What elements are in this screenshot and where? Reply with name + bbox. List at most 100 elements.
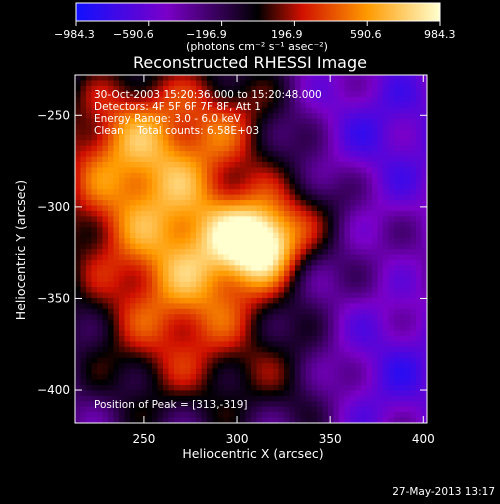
heatmap-cell bbox=[207, 319, 214, 326]
heatmap-cell bbox=[75, 357, 82, 364]
heatmap-cell bbox=[240, 232, 247, 239]
heatmap-cell bbox=[388, 85, 395, 92]
colorbar-unit-label: (photons cm⁻² s⁻¹ asec⁻²) bbox=[186, 40, 328, 53]
heatmap-cell bbox=[361, 297, 368, 304]
heatmap-cell bbox=[405, 80, 412, 87]
heatmap-cell bbox=[80, 292, 87, 299]
heatmap-cell bbox=[168, 406, 175, 413]
heatmap-cell bbox=[289, 96, 296, 103]
heatmap-cell bbox=[119, 390, 126, 397]
heatmap-cell bbox=[399, 238, 406, 245]
heatmap-cell bbox=[97, 189, 104, 196]
heatmap-cell bbox=[152, 123, 159, 130]
heatmap-cell bbox=[344, 91, 351, 98]
heatmap-cell bbox=[113, 80, 120, 87]
heatmap-cell bbox=[328, 357, 335, 364]
heatmap-cell bbox=[372, 297, 379, 304]
heatmap-cell bbox=[251, 314, 258, 321]
heatmap-cell bbox=[245, 189, 252, 196]
heatmap-cell bbox=[113, 249, 120, 256]
heatmap-cell bbox=[146, 123, 153, 130]
heatmap-cell bbox=[317, 118, 324, 125]
heatmap-cell bbox=[91, 172, 98, 179]
heatmap-cell bbox=[157, 287, 164, 294]
heatmap-cell bbox=[333, 145, 340, 152]
heatmap-cell bbox=[388, 412, 395, 419]
heatmap-cell bbox=[262, 352, 269, 359]
heatmap-cell bbox=[179, 172, 186, 179]
heatmap-cell bbox=[141, 395, 148, 402]
heatmap-cell bbox=[86, 96, 93, 103]
heatmap-cell bbox=[146, 368, 153, 375]
heatmap-cell bbox=[366, 412, 373, 419]
heatmap-cell bbox=[377, 352, 384, 359]
heatmap-cell bbox=[278, 287, 285, 294]
heatmap-cell bbox=[355, 107, 362, 114]
heatmap-cell bbox=[157, 183, 164, 190]
heatmap-cell bbox=[174, 281, 181, 288]
heatmap-cell bbox=[262, 287, 269, 294]
heatmap-cell bbox=[328, 178, 335, 185]
heatmap-cell bbox=[97, 276, 104, 283]
heatmap-cell bbox=[168, 129, 175, 136]
heatmap-cell bbox=[317, 406, 324, 413]
heatmap-cell bbox=[190, 401, 197, 408]
heatmap-cell bbox=[339, 384, 346, 391]
heatmap-cell bbox=[75, 297, 82, 304]
heatmap-cell bbox=[388, 123, 395, 130]
heatmap-cell bbox=[295, 308, 302, 315]
heatmap-cell bbox=[333, 363, 340, 370]
heatmap-cell bbox=[102, 357, 109, 364]
heatmap-cell bbox=[124, 151, 131, 158]
heatmap-cell bbox=[278, 91, 285, 98]
heatmap-cell bbox=[245, 96, 252, 103]
heatmap-cell bbox=[190, 379, 197, 386]
heatmap-cell bbox=[317, 254, 324, 261]
heatmap-cell bbox=[113, 384, 120, 391]
heatmap-cell bbox=[108, 254, 115, 261]
heatmap-cell bbox=[278, 183, 285, 190]
heatmap-cell bbox=[218, 384, 225, 391]
heatmap-cell bbox=[157, 330, 164, 337]
heatmap-cell bbox=[234, 254, 241, 261]
heatmap-cell bbox=[102, 395, 109, 402]
heatmap-cell bbox=[300, 221, 307, 228]
heatmap-cell bbox=[383, 178, 390, 185]
heatmap-cell bbox=[416, 287, 423, 294]
heatmap-cell bbox=[416, 254, 423, 261]
heatmap-cell bbox=[102, 85, 109, 92]
heatmap-cell bbox=[113, 412, 120, 419]
heatmap-cell bbox=[207, 384, 214, 391]
heatmap-cell bbox=[196, 265, 203, 272]
heatmap-cell bbox=[394, 216, 401, 223]
heatmap-cell bbox=[399, 123, 406, 130]
heatmap-cell bbox=[251, 238, 258, 245]
heatmap-cell bbox=[234, 390, 241, 397]
heatmap-cell bbox=[97, 75, 104, 82]
heatmap-cell bbox=[97, 123, 104, 130]
heatmap-cell bbox=[372, 292, 379, 299]
heatmap-cell bbox=[333, 303, 340, 310]
heatmap-cell bbox=[86, 85, 93, 92]
heatmap-cell bbox=[295, 368, 302, 375]
heatmap-cell bbox=[377, 259, 384, 266]
heatmap-cell bbox=[108, 80, 115, 87]
heatmap-cell bbox=[119, 102, 126, 109]
heatmap-cell bbox=[394, 162, 401, 169]
heatmap-cell bbox=[410, 259, 417, 266]
heatmap-cell bbox=[80, 401, 87, 408]
heatmap-cell bbox=[152, 156, 159, 163]
heatmap-cell bbox=[322, 395, 329, 402]
heatmap-cell bbox=[124, 129, 131, 136]
heatmap-cell bbox=[306, 287, 313, 294]
heatmap-cell bbox=[245, 368, 252, 375]
heatmap-cell bbox=[344, 80, 351, 87]
heatmap-cell bbox=[234, 281, 241, 288]
heatmap-cell bbox=[251, 167, 258, 174]
heatmap-cell bbox=[163, 395, 170, 402]
heatmap-cell bbox=[300, 259, 307, 266]
heatmap-cell bbox=[168, 341, 175, 348]
heatmap-cell bbox=[174, 390, 181, 397]
heatmap-cell bbox=[344, 314, 351, 321]
heatmap-cell bbox=[229, 325, 236, 332]
